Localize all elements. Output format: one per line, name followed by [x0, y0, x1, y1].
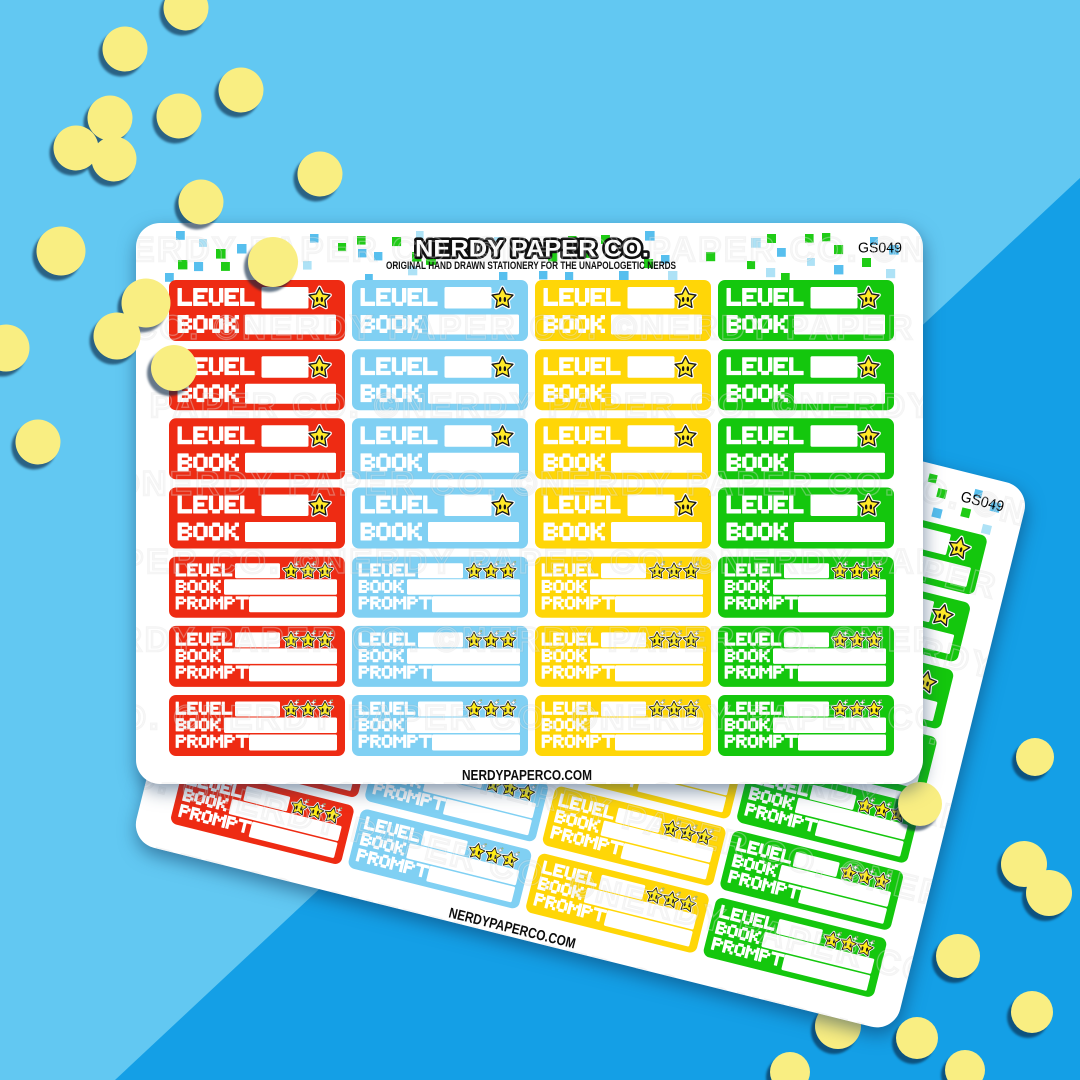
svg-text:©NERDY PAPER CO. ©NERDY PAPER: ©NERDY PAPER CO. ©NERDY PAPER CO. ©NERDY…: [36, 621, 1080, 659]
svg-text:©NERDY PAPER CO. ©NERDY PAPER: ©NERDY PAPER CO. ©NERDY PAPER CO. ©NERDY…: [0, 309, 997, 347]
svg-text:©NERDY PAPER CO. ©NERDY PAPER: ©NERDY PAPER CO. ©NERDY PAPER CO. ©NERDY…: [36, 621, 1080, 659]
svg-text:©NERDY PAPER CO. ©NERDY PAPER: ©NERDY PAPER CO. ©NERDY PAPER CO. ©NERDY…: [0, 387, 1080, 425]
svg-text:©NERDY PAPER CO. ©NERDY PAPER: ©NERDY PAPER CO. ©NERDY PAPER CO. ©NERDY…: [0, 309, 997, 347]
svg-text:©NERDY PAPER CO. ©NERDY PAPER: ©NERDY PAPER CO. ©NERDY PAPER CO. ©NERDY…: [0, 465, 897, 503]
svg-text:©NERDY PAPER CO. ©NERDY PAPER: ©NERDY PAPER CO. ©NERDY PAPER CO. ©NERDY…: [0, 543, 1077, 581]
svg-text:NERDY PAPER CO.: NERDY PAPER CO.: [415, 236, 649, 263]
svg-text:©NERDY PAPER CO. ©NERDY PAPER: ©NERDY PAPER CO. ©NERDY PAPER CO. ©NERDY…: [0, 777, 1080, 815]
svg-text:©NERDY PAPER CO. ©NERDY PAPER: ©NERDY PAPER CO. ©NERDY PAPER CO. ©NERDY…: [0, 543, 1077, 581]
svg-text:NERDYPAPERCO.COM: NERDYPAPERCO.COM: [462, 768, 592, 784]
svg-text:GS049: GS049: [858, 240, 902, 257]
svg-text:©NERDY PAPER CO. ©NERDY PAPER: ©NERDY PAPER CO. ©NERDY PAPER CO. ©NERDY…: [0, 387, 1080, 425]
svg-text:©NERDY PAPER CO. ©NERDY PAPER: ©NERDY PAPER CO. ©NERDY PAPER CO. ©NERDY…: [0, 777, 1080, 815]
svg-text:©NERDY PAPER CO. ©NERDY PAPER: ©NERDY PAPER CO. ©NERDY PAPER CO. ©NERDY…: [0, 699, 957, 737]
svg-text:©NERDY PAPER CO. ©NERDY PAPER: ©NERDY PAPER CO. ©NERDY PAPER CO. ©NERDY…: [0, 465, 897, 503]
svg-text:©NERDY PAPER CO. ©NERDY PAPER: ©NERDY PAPER CO. ©NERDY PAPER CO. ©NERDY…: [0, 699, 957, 737]
svg-text:ORIGINAL HAND DRAWN STATIONERY: ORIGINAL HAND DRAWN STATIONERY FOR THE U…: [386, 260, 676, 272]
